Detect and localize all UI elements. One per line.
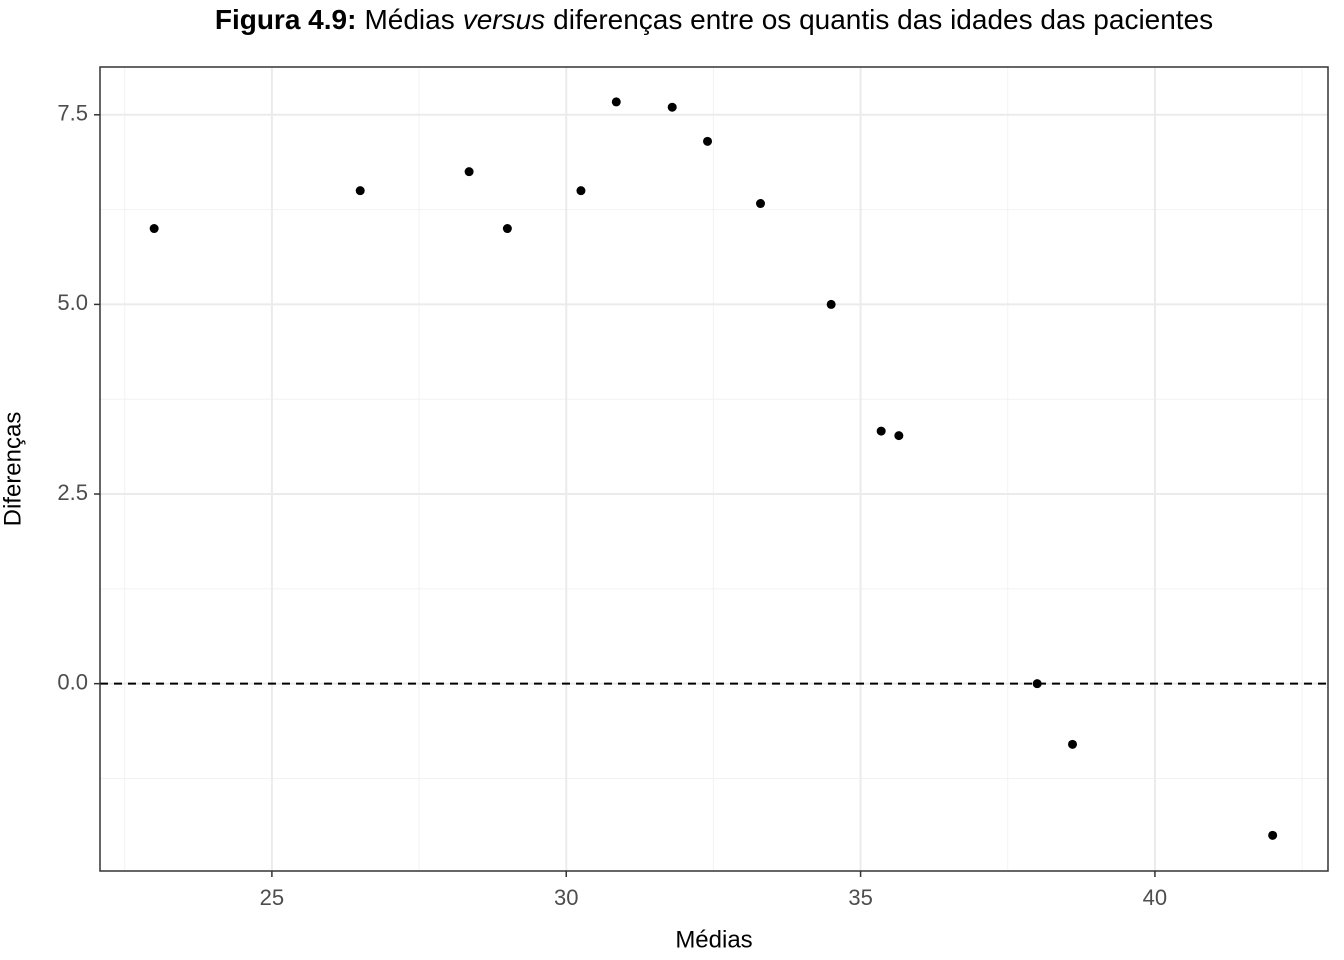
point bbox=[894, 431, 904, 441]
x-tick-label: 35 bbox=[848, 885, 872, 910]
y-tick-label: 2.5 bbox=[57, 480, 88, 505]
title-part: Médias bbox=[364, 4, 454, 35]
point bbox=[576, 186, 586, 196]
point bbox=[826, 299, 836, 309]
point bbox=[1268, 830, 1278, 840]
point bbox=[355, 186, 365, 196]
y-axis-title: Diferenças bbox=[0, 412, 26, 527]
x-tick-label: 30 bbox=[554, 885, 578, 910]
y-tick-label: 5.0 bbox=[57, 290, 88, 315]
point bbox=[464, 167, 474, 177]
point bbox=[149, 224, 159, 234]
point bbox=[756, 199, 766, 209]
x-tick-label: 25 bbox=[260, 885, 284, 910]
point bbox=[667, 102, 677, 112]
plot-border bbox=[99, 66, 1329, 872]
title-part: diferenças entre os quantis das idades d… bbox=[553, 4, 1213, 35]
x-axis-title: Médias bbox=[675, 926, 752, 953]
point bbox=[876, 426, 886, 436]
point bbox=[1032, 679, 1042, 689]
title-part: Figura 4.9: bbox=[215, 4, 357, 35]
point bbox=[502, 224, 512, 234]
chart-title: Figura 4.9: Médias versus diferenças entre … bbox=[215, 4, 1213, 35]
y-tick-label: 0.0 bbox=[57, 669, 88, 694]
title-part: versus bbox=[463, 4, 545, 35]
point bbox=[1068, 739, 1078, 749]
point bbox=[611, 97, 621, 107]
point bbox=[703, 136, 713, 146]
y-tick-label: 7.5 bbox=[57, 101, 88, 126]
x-tick-label: 40 bbox=[1143, 885, 1167, 910]
